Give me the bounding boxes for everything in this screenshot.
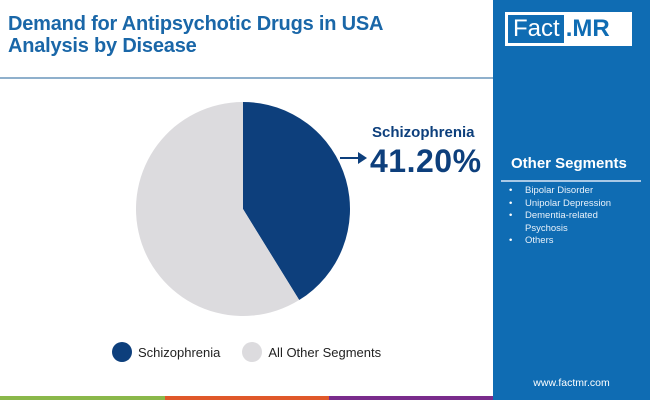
pie-chart (136, 102, 350, 316)
segment-item: Others (509, 235, 639, 248)
title-divider (0, 77, 493, 79)
segment-item: Bipolar Disorder (509, 185, 639, 198)
bar-segment-purple (329, 396, 493, 400)
bar-segment-orange (165, 396, 329, 400)
bar-segment-green (0, 396, 165, 400)
legend-swatch-icon (242, 342, 263, 362)
chart-panel: Demand for Antipsychotic Drugs in USA An… (0, 13, 493, 400)
title-line-2: Analysis by Disease (8, 35, 197, 57)
legend-item-other-segments: All Other Segments (242, 342, 381, 362)
page-title: Demand for Antipsychotic Drugs in USA An… (8, 13, 383, 57)
website-link[interactable]: www.factmr.com (533, 377, 610, 389)
logo-fact-text: Fact (508, 15, 564, 43)
chart-legend: Schizophrenia All Other Segments (112, 342, 403, 362)
pie-slice (136, 102, 300, 316)
legend-label: Schizophrenia (138, 344, 221, 360)
bottom-color-bar (0, 396, 493, 400)
pie-slice (243, 102, 350, 301)
pie-chart-svg (136, 102, 350, 316)
legend-item-schizophrenia: Schizophrenia (112, 342, 220, 362)
segment-item: Dementia-related Psychosis (509, 210, 639, 235)
legend-swatch-icon (112, 342, 132, 362)
sidebar: Fact .MR Other Segments Bipolar Disorder… (493, 0, 650, 400)
callout-arrow-icon (358, 152, 367, 164)
title-line-1: Demand for Antipsychotic Drugs in USA (8, 13, 384, 35)
callout-line (340, 157, 364, 159)
other-segments-list: Bipolar Disorder Unipolar Depression Dem… (509, 185, 639, 248)
other-segments-divider (501, 180, 641, 182)
other-segments-title: Other Segments (511, 155, 627, 172)
logo-mr-text: .MR (565, 15, 610, 42)
callout-value: 41.20% (370, 143, 482, 179)
segment-item: Unipolar Depression (509, 198, 639, 211)
legend-label: All Other Segments (268, 344, 382, 360)
callout-label: Schizophrenia (372, 124, 475, 141)
factmr-logo[interactable]: Fact .MR (505, 12, 632, 46)
